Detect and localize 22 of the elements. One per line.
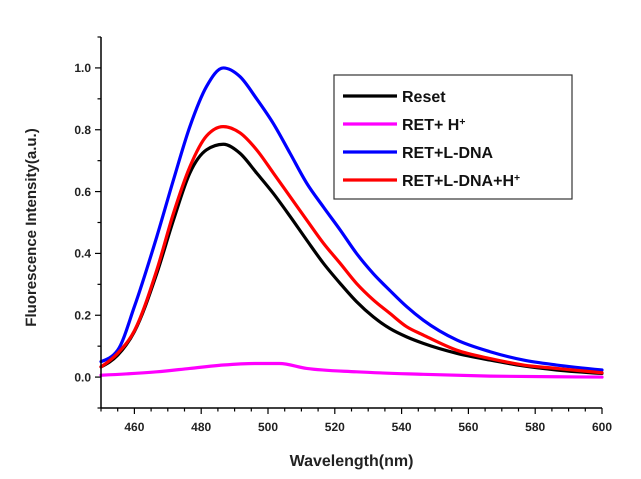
- y-tick-label: 0.0: [74, 370, 92, 384]
- x-tick-label: 540: [392, 420, 412, 434]
- line-series: [99, 362, 604, 379]
- x-tick-label: 500: [258, 420, 278, 434]
- legend-label: RET+L-DNA+H$^{+}$: [402, 172, 520, 190]
- x-tick-label: 460: [124, 420, 145, 434]
- y-tick-label: 0.8: [74, 122, 92, 137]
- legend-label: RET+ H$^{+}$: [402, 116, 466, 134]
- y-tick-label: 0.4: [74, 246, 92, 261]
- line-series: [99, 66, 604, 372]
- x-tick-label: 580: [525, 420, 546, 434]
- y-tick-label: 0.2: [74, 308, 92, 322]
- y-tick-label: 1.0: [74, 61, 92, 76]
- x-tick-label: 600: [592, 420, 612, 434]
- legend-label: RET+L-DNA: [402, 144, 494, 162]
- x-tick-label: 480: [191, 420, 212, 434]
- x-axis-title: Wavelength(nm): [290, 453, 414, 470]
- x-tick-label: 520: [324, 420, 346, 434]
- y-tick-label: 0.6: [74, 184, 92, 199]
- y-axis-title: Fluorescence Intensity(a.u.): [23, 128, 40, 327]
- x-tick-label: 560: [458, 420, 479, 434]
- legend-label: Reset: [402, 88, 446, 106]
